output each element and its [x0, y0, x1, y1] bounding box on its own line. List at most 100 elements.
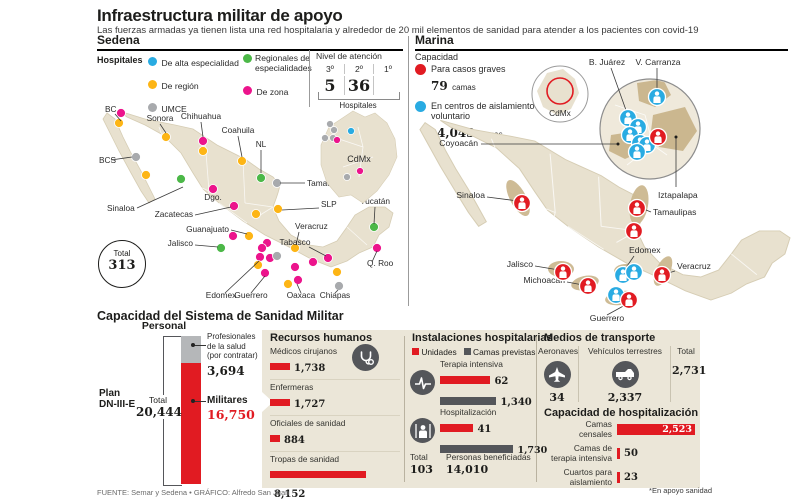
leader-dot — [616, 142, 620, 146]
leader-line — [334, 289, 339, 294]
hospital-type-dot-icon — [148, 57, 157, 66]
transporte-col-vehiculos: Vehículos terrestres 2,337 — [587, 346, 662, 404]
hospital-dot — [237, 156, 247, 166]
truck-icon — [611, 361, 639, 388]
camas-swatch-icon — [463, 348, 471, 355]
hosp-row: Cuartos para aislamiento 23 — [563, 467, 638, 487]
map-label: BC — [105, 104, 117, 114]
cdmx-inset-label: CdMx — [347, 154, 371, 164]
leader-line — [136, 186, 184, 209]
locator-ring-icon — [546, 77, 574, 105]
graves-value: 79 — [431, 79, 448, 93]
hospital-dot — [333, 136, 341, 144]
map-label: Guerrero — [590, 313, 625, 323]
leader-line — [200, 121, 204, 138]
leader-dot — [191, 343, 195, 347]
footnote: *En apoyo sanidad — [649, 486, 712, 495]
hospital-dot — [347, 127, 355, 135]
hospital-type-dot-icon — [243, 86, 252, 95]
person-icon — [578, 276, 598, 296]
personal-total: Total 20,444 — [136, 395, 182, 419]
hospital-dot — [272, 251, 282, 261]
leader-line — [114, 113, 122, 122]
recursos-value: 8,152 — [274, 489, 306, 500]
personal-stacked-bar — [181, 336, 201, 484]
hospital-dot — [251, 209, 261, 219]
leader-line — [610, 67, 628, 114]
hospital-dot — [141, 170, 151, 180]
plan-label: Plan DN-III-E — [99, 388, 136, 410]
nivel-bracket-label: Hospitales — [318, 95, 398, 113]
map-label: Jalisco — [507, 259, 533, 269]
nivel-title: Nivel de atención — [316, 51, 382, 61]
panel-divider — [536, 336, 537, 482]
bar-segment-militares — [181, 363, 201, 484]
nivel-grade: 2º — [355, 64, 363, 74]
person-icon — [619, 290, 639, 310]
leader-line — [486, 196, 519, 202]
inst-group-terapia: Terapia intensiva 62 1,340 — [440, 359, 532, 408]
recursos-row: Enfermeras 1,727 — [270, 380, 400, 416]
hospital-dot — [216, 243, 226, 253]
recursos-label: Enfermeras — [270, 382, 314, 392]
hospital-dot — [253, 260, 263, 270]
recursos-rows: Médicos cirujanos 1,738 Enfermeras 1,727 Ofi… — [270, 344, 400, 500]
legend-divider — [309, 50, 310, 107]
capacity-section-title: Capacidad del Sistema de Sanidad Militar — [97, 309, 344, 323]
page-title: Infraestructura militar de apoyo — [97, 6, 343, 25]
map-label: Chihuahua — [181, 111, 222, 121]
leader-line — [194, 244, 219, 248]
map-label: NL — [256, 139, 267, 149]
sedena-section-title: Sedena — [97, 33, 403, 51]
col-divider — [670, 346, 671, 402]
stats-panel — [262, 330, 700, 488]
hospital-dot — [255, 252, 265, 262]
recursos-label: Oficiales de sanidad — [270, 418, 346, 428]
map-label: B. Juárez — [589, 57, 625, 67]
hospital-dot — [176, 174, 186, 184]
unidades-bar — [440, 375, 490, 384]
camas-bar — [440, 444, 513, 453]
hospital-dot — [208, 184, 218, 194]
page-subtitle: Las fuerzas armadas ya tienen lista una … — [97, 25, 699, 36]
hospital-dot — [356, 167, 364, 175]
sedena-cdmx-inset: CdMx — [320, 110, 398, 204]
total-value: 313 — [108, 258, 136, 273]
nivel-grade: 3º — [326, 64, 334, 74]
leader-line — [250, 275, 266, 294]
recursos-value: 1,738 — [294, 363, 326, 374]
hospital-dot — [321, 134, 329, 142]
recursos-bar — [270, 363, 290, 371]
recursos-value: 884 — [284, 435, 305, 446]
leader-line — [373, 206, 376, 225]
map-label: BCS — [99, 155, 117, 165]
hospital-dot — [228, 231, 238, 241]
hosp-row: Camas de terapia intensiva 50 — [551, 443, 638, 463]
hospital-dot — [293, 275, 303, 285]
benef-label: Personas beneficiadas — [446, 452, 531, 462]
hospital-dot — [330, 126, 338, 134]
inst-total-value: 103 — [410, 463, 433, 476]
unidades-swatch-icon — [412, 348, 419, 355]
map-label: Chiapas — [320, 290, 350, 300]
legend-label: UMCE — [161, 104, 187, 114]
leader-line — [308, 246, 327, 257]
leader-dot — [191, 399, 195, 403]
cdmx-locator: CdMx — [531, 65, 589, 123]
leader-line — [296, 283, 302, 294]
hospital-dot — [116, 108, 126, 118]
legend-label: De alta especialidad — [161, 58, 239, 68]
transporte-title: Medios de transporte — [544, 332, 656, 344]
hosp-capacity-rows: Camas censales 2,523 Camas de terapia inte… — [544, 419, 696, 487]
map-label: Veracruz — [677, 261, 711, 271]
recursos-bar — [270, 399, 290, 407]
hospital-type-dot-icon — [148, 103, 157, 112]
baja-california — [419, 121, 487, 227]
recursos-label: Tropas de sanidad — [270, 454, 340, 464]
person-icon — [648, 127, 668, 147]
sedena-hospitals-label: Hospitales — [97, 55, 143, 65]
hospital-dot — [343, 173, 351, 181]
map-label: Oaxaca — [287, 290, 316, 300]
column-divider — [408, 36, 409, 306]
